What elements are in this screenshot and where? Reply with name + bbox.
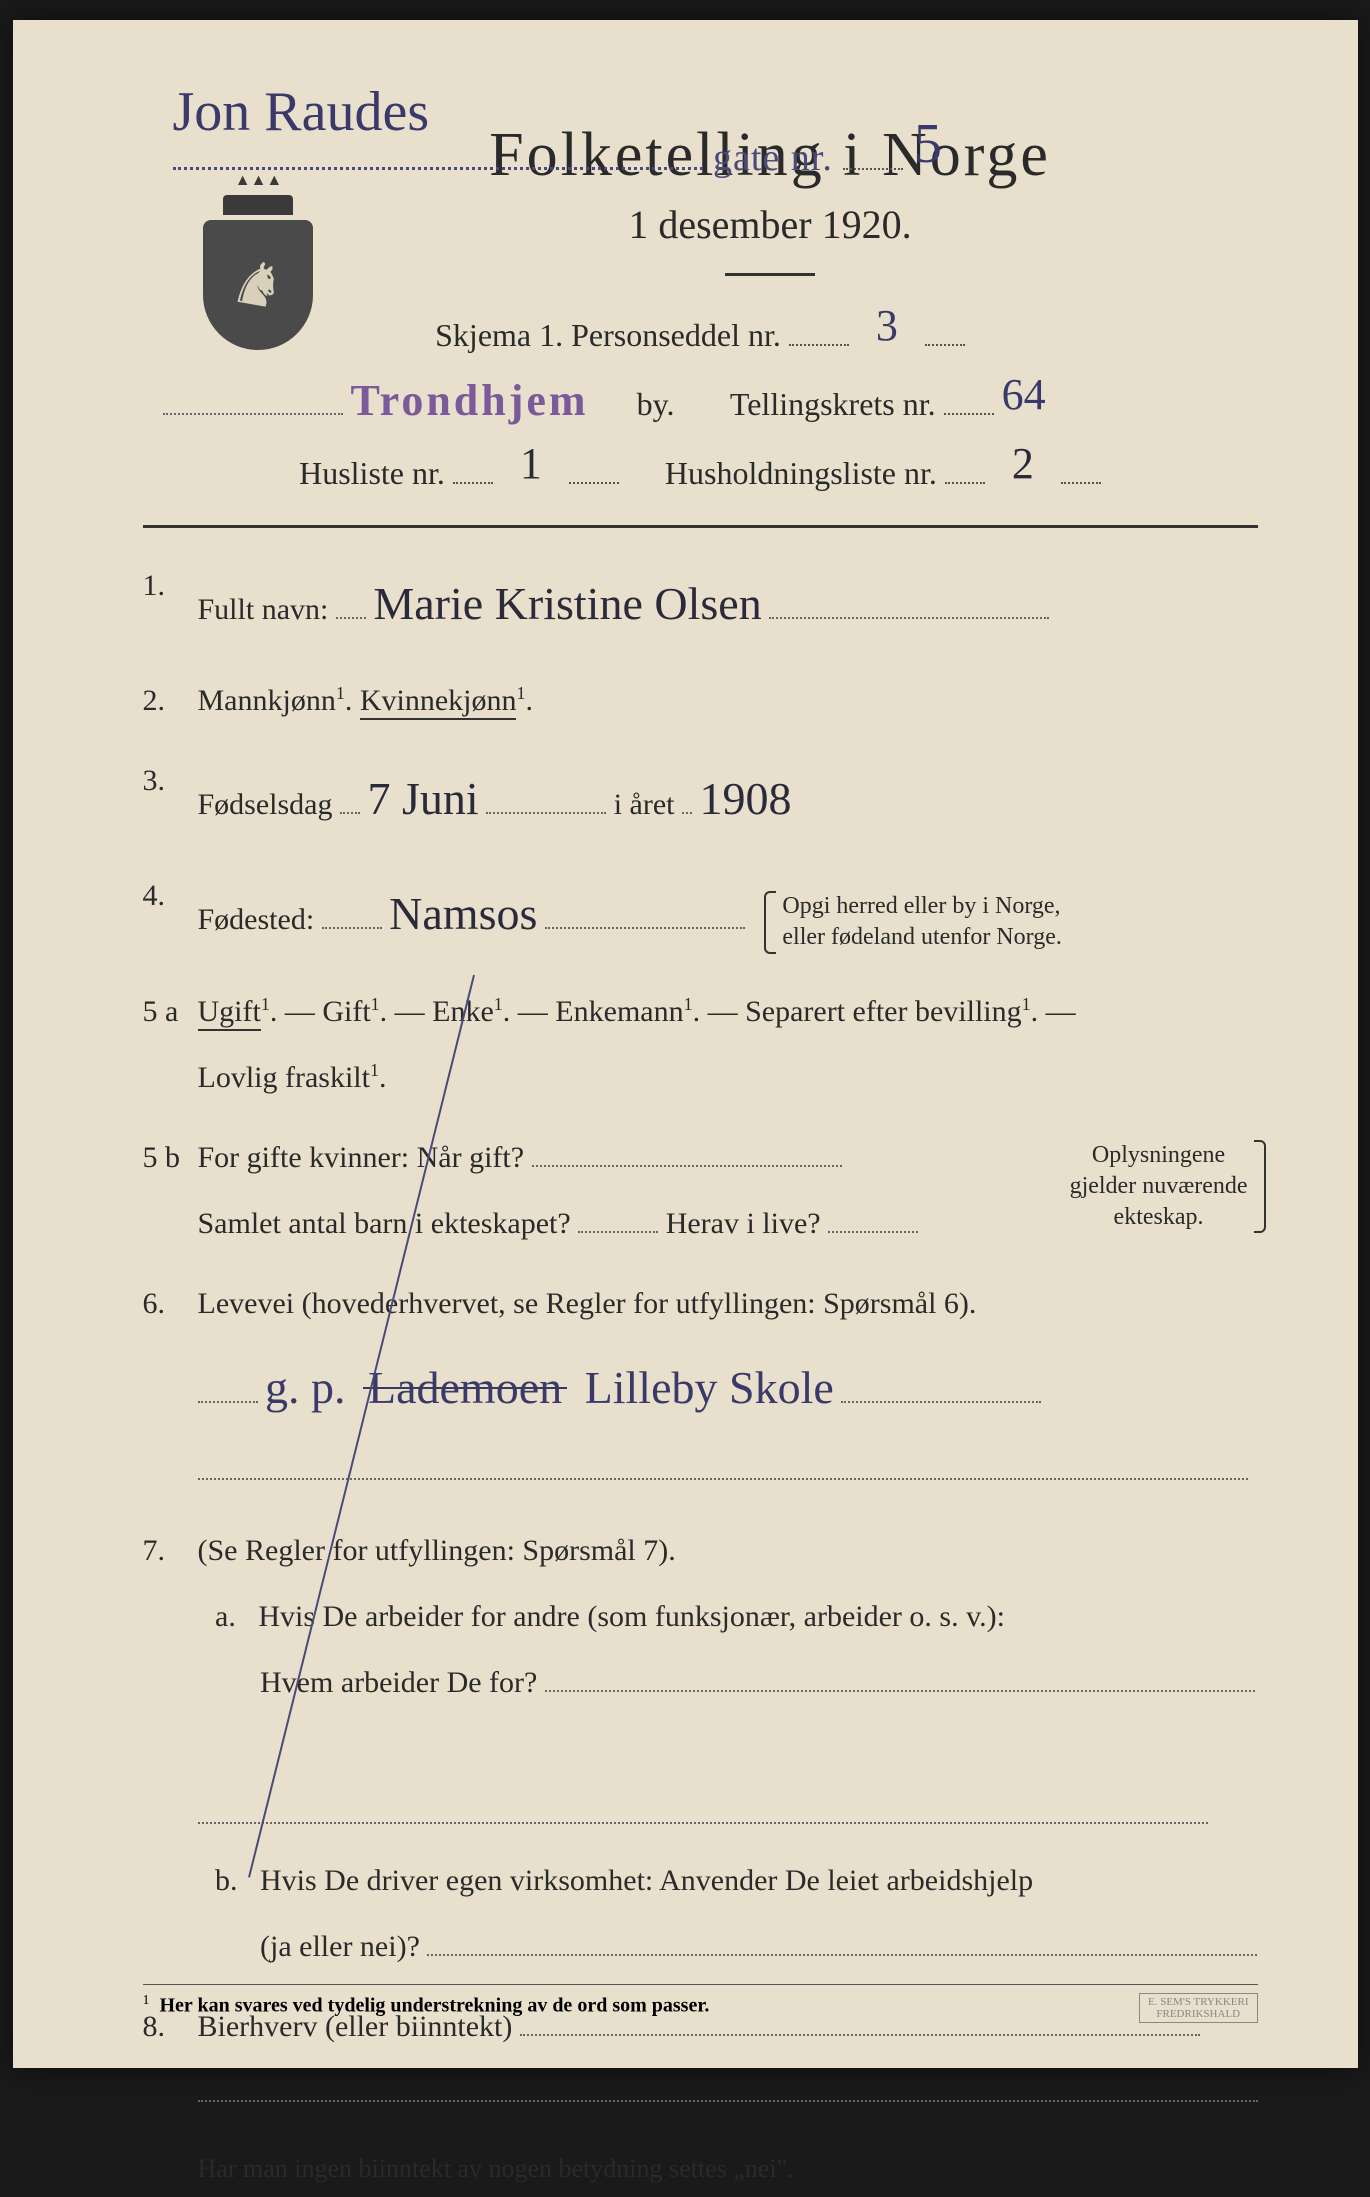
q7a-num: a. (215, 1600, 236, 1633)
q5a-ugift: Ugift (198, 995, 261, 1031)
gate-number: 5 (914, 113, 942, 175)
q4-note: Opgi herred eller by i Norge, eller føde… (782, 891, 1061, 953)
q5b-num: 5 b (143, 1125, 181, 1191)
footer-note-row: Har man ingen biinntekt av nogen betydni… (143, 2140, 1258, 2197)
city-stamp: Trondhjem (351, 375, 589, 426)
street-line: Jon Raudes gate nr. 5 (173, 120, 1198, 184)
footnote-num: 1 (143, 1993, 150, 2008)
q2-row: 2. Mannkjønn1. Kvinnekjønn1. (143, 668, 1258, 734)
q3-num: 3. (143, 748, 166, 814)
printer-stamp: E. SEM'S TRYKKERI FREDRIKSHALD (1139, 1993, 1258, 2023)
q6-row: 6. Levevei (hovederhvervet, se Regler fo… (143, 1271, 1258, 1504)
q6-struck: Lademoen (368, 1337, 562, 1438)
street-dots (173, 140, 703, 170)
q7-num: 7. (143, 1518, 166, 1584)
q6-num: 6. (143, 1271, 166, 1337)
by-label: by. (637, 386, 675, 422)
q3-day: 7 Juni (368, 748, 479, 849)
tellingskrets-nr: 64 (1002, 369, 1062, 420)
q4-label: Fødested: (198, 903, 315, 936)
q1-num: 1. (143, 553, 166, 619)
q7a-text1: Hvis De arbeider for andre (som funksjon… (258, 1600, 1005, 1633)
q3-year: 1908 (699, 748, 791, 849)
q3-year-label: i året (614, 788, 675, 821)
crown-icon (223, 180, 293, 215)
husliste-nr: 1 (501, 438, 561, 489)
gate-label: gate nr. (713, 137, 833, 179)
q2-kvinne: Kvinnekjønn (360, 684, 517, 720)
footer: 1 Her kan svares ved tydelig understrekn… (143, 1984, 1258, 2018)
skjema-row: Skjema 1. Personseddel nr. 3 (143, 306, 1258, 357)
q3-row: 3. Fødselsdag 7 Juni i året 1908 (143, 748, 1258, 849)
q7b-num: b. (215, 1864, 238, 1897)
footer-note: Har man ingen biinntekt av nogen betydni… (198, 2154, 794, 2183)
header-divider (143, 525, 1258, 528)
census-form: Jon Raudes gate nr. 5 ♞ Folketelling i N… (13, 20, 1358, 2068)
q5a-fraskilt: Lovlig fraskilt (198, 1061, 370, 1094)
q2-num: 2. (143, 668, 166, 734)
q7b-text1: Hvis De driver egen virksomhet: Anvender… (260, 1864, 1033, 1897)
q4-value: Namsos (389, 863, 537, 964)
q7-row: 7. (Se Regler for utfyllingen: Spørsmål … (143, 1518, 1258, 1980)
q1-label: Fullt navn: (198, 593, 329, 626)
husholdning-label: Husholdningsliste nr. (665, 455, 937, 491)
questions: 1. Fullt navn: Marie Kristine Olsen 2. M… (143, 553, 1258, 2197)
q6-prefix: g. p. (265, 1337, 346, 1438)
q5a-separert: Separert efter bevilling (745, 995, 1022, 1028)
q7b-text2: (ja eller nei)? (260, 1930, 420, 1963)
skjema-nr: 3 (857, 300, 917, 351)
q5a-enkemann: Enkemann (555, 995, 683, 1028)
tellingskrets-label: Tellingskrets nr. (730, 386, 936, 422)
husliste-label: Husliste nr. (299, 455, 445, 491)
q7-label: (Se Regler for utfyllingen: Spørsmål 7). (198, 1534, 676, 1567)
header-fields: Skjema 1. Personseddel nr. 3 Trondhjem b… (143, 306, 1258, 495)
q4-row: 4. Fødested: Namsos Opgi herred eller by… (143, 863, 1258, 964)
q6-label: Levevei (hovederhvervet, se Regler for u… (198, 1287, 977, 1320)
q1-row: 1. Fullt navn: Marie Kristine Olsen (143, 553, 1258, 654)
q5a-row: 5 a Ugift1. — Gift1. — Enke1. — Enkemann… (143, 979, 1258, 1111)
q5b-label1: For gifte kvinner: Når gift? (198, 1141, 525, 1174)
q1-value: Marie Kristine Olsen (373, 553, 761, 654)
q5b-note: Oplysningene gjelder nuværende ekteskap. (1070, 1140, 1248, 1234)
subtitle-date: 1 desember 1920. (283, 201, 1258, 248)
q5a-num: 5 a (143, 979, 179, 1045)
q6-value: Lilleby Skole (585, 1337, 834, 1438)
street-name: Jon Raudes (173, 80, 430, 144)
city-row: Trondhjem by. Tellingskrets nr. 64 (143, 375, 1258, 426)
q5b-label3: Herav i live? (666, 1207, 821, 1240)
title-rule (725, 273, 815, 276)
q5b-label2: Samlet antal barn i ekteskapet? (198, 1207, 571, 1240)
q4-num: 4. (143, 863, 166, 929)
q2-mann: Mannkjønn (198, 684, 336, 717)
q7a-text2: Hvem arbeider De for? (260, 1666, 537, 1699)
q5a-gift: Gift (322, 995, 370, 1028)
husliste-row: Husliste nr. 1 Husholdningsliste nr. 2 (143, 444, 1258, 495)
husholdning-nr: 2 (993, 438, 1053, 489)
skjema-label: Skjema 1. Personseddel nr. (435, 317, 781, 353)
footnote: Her kan svares ved tydelig understreknin… (160, 1995, 710, 2017)
q5b-row: 5 b For gifte kvinner: Når gift? Oplysni… (143, 1125, 1258, 1257)
q3-label: Fødselsdag (198, 788, 333, 821)
